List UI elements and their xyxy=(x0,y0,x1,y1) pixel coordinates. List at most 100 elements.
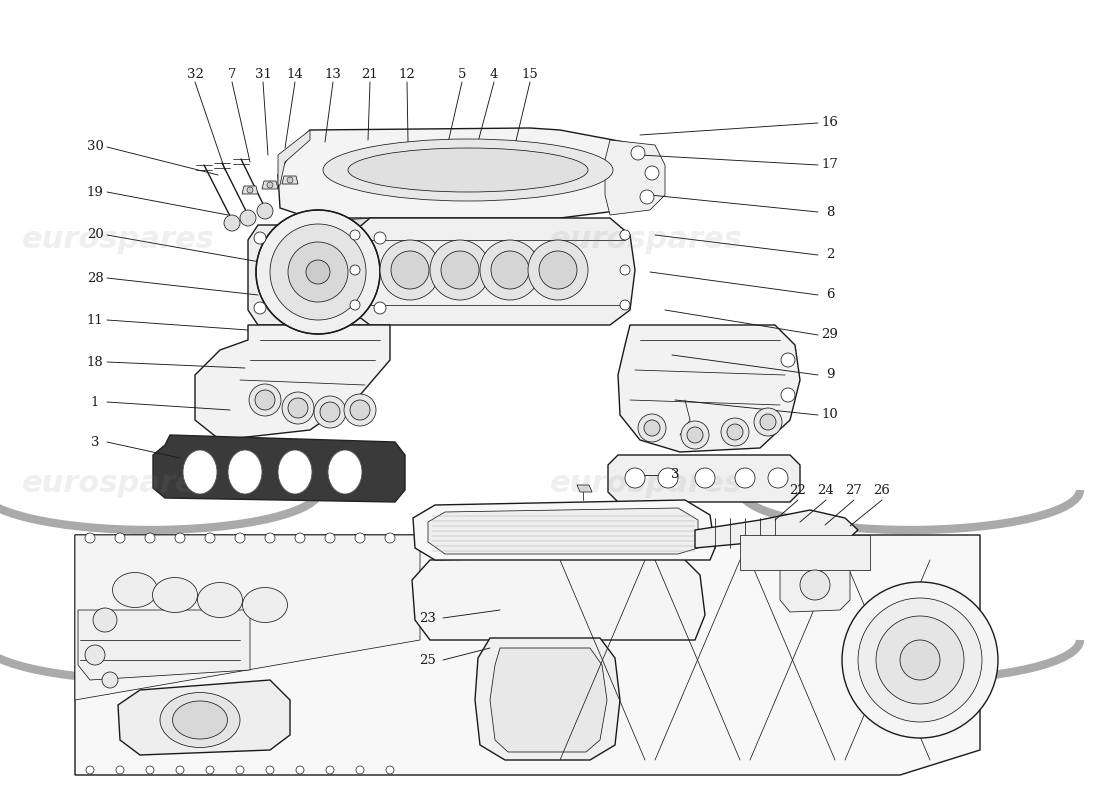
Text: 5: 5 xyxy=(458,67,466,81)
Circle shape xyxy=(248,187,253,193)
Circle shape xyxy=(374,302,386,314)
Text: 7: 7 xyxy=(228,67,236,81)
Text: 24: 24 xyxy=(817,483,835,497)
Circle shape xyxy=(390,251,429,289)
Circle shape xyxy=(350,265,360,275)
Circle shape xyxy=(176,766,184,774)
Ellipse shape xyxy=(228,450,262,494)
Ellipse shape xyxy=(153,578,198,613)
Circle shape xyxy=(295,533,305,543)
Polygon shape xyxy=(608,455,800,502)
Circle shape xyxy=(344,394,376,426)
Circle shape xyxy=(86,766,94,774)
Text: 19: 19 xyxy=(87,186,103,198)
Text: 28: 28 xyxy=(87,271,103,285)
Circle shape xyxy=(206,766,214,774)
Circle shape xyxy=(256,210,380,334)
Circle shape xyxy=(326,766,334,774)
Circle shape xyxy=(695,468,715,488)
Circle shape xyxy=(266,766,274,774)
Circle shape xyxy=(288,398,308,418)
Circle shape xyxy=(645,166,659,180)
Circle shape xyxy=(876,616,964,704)
Circle shape xyxy=(781,388,795,402)
Circle shape xyxy=(224,215,240,231)
Polygon shape xyxy=(340,218,375,228)
Circle shape xyxy=(257,203,273,219)
Text: 21: 21 xyxy=(362,67,378,81)
Circle shape xyxy=(858,598,982,722)
Circle shape xyxy=(681,421,710,449)
Circle shape xyxy=(900,640,940,680)
Circle shape xyxy=(85,645,104,665)
Ellipse shape xyxy=(278,450,312,494)
Text: 8: 8 xyxy=(826,206,834,218)
Circle shape xyxy=(430,240,490,300)
Polygon shape xyxy=(75,535,980,775)
Polygon shape xyxy=(153,435,405,502)
Circle shape xyxy=(754,408,782,436)
Circle shape xyxy=(350,300,360,310)
Text: 14: 14 xyxy=(287,67,304,81)
Polygon shape xyxy=(278,130,310,185)
Circle shape xyxy=(350,230,360,240)
Circle shape xyxy=(356,766,364,774)
Text: 27: 27 xyxy=(846,483,862,497)
Text: 26: 26 xyxy=(873,483,890,497)
Circle shape xyxy=(379,240,440,300)
Circle shape xyxy=(491,251,529,289)
Circle shape xyxy=(306,260,330,284)
Text: 32: 32 xyxy=(187,67,204,81)
Circle shape xyxy=(768,468,788,488)
Polygon shape xyxy=(578,485,592,492)
Ellipse shape xyxy=(242,587,287,622)
Circle shape xyxy=(254,302,266,314)
Circle shape xyxy=(267,182,273,188)
Circle shape xyxy=(539,251,578,289)
Polygon shape xyxy=(412,555,705,640)
Circle shape xyxy=(282,392,314,424)
Circle shape xyxy=(658,468,678,488)
Text: eurospares: eurospares xyxy=(550,470,742,498)
Circle shape xyxy=(528,240,588,300)
Circle shape xyxy=(374,232,386,244)
Circle shape xyxy=(270,224,366,320)
Circle shape xyxy=(146,766,154,774)
Circle shape xyxy=(314,396,346,428)
Text: 31: 31 xyxy=(254,67,272,81)
Polygon shape xyxy=(78,610,250,680)
Circle shape xyxy=(320,402,340,422)
Circle shape xyxy=(287,177,293,183)
Circle shape xyxy=(175,533,185,543)
Text: 9: 9 xyxy=(826,369,834,382)
Text: 20: 20 xyxy=(87,229,103,242)
Text: 4: 4 xyxy=(490,67,498,81)
Text: 16: 16 xyxy=(822,117,838,130)
Text: eurospares: eurospares xyxy=(550,226,742,254)
Text: 30: 30 xyxy=(87,141,103,154)
Circle shape xyxy=(94,608,117,632)
Circle shape xyxy=(441,251,478,289)
Circle shape xyxy=(324,533,336,543)
Circle shape xyxy=(205,533,214,543)
Polygon shape xyxy=(248,225,390,325)
Ellipse shape xyxy=(323,139,613,201)
Circle shape xyxy=(386,766,394,774)
Text: 6: 6 xyxy=(826,289,834,302)
Circle shape xyxy=(385,533,395,543)
Text: 25: 25 xyxy=(419,654,437,666)
Text: 13: 13 xyxy=(324,67,341,81)
Polygon shape xyxy=(262,181,278,189)
Polygon shape xyxy=(412,500,715,560)
Circle shape xyxy=(116,533,125,543)
Text: 12: 12 xyxy=(398,67,416,81)
Circle shape xyxy=(688,427,703,443)
Polygon shape xyxy=(242,186,258,194)
Text: 10: 10 xyxy=(822,409,838,422)
Ellipse shape xyxy=(183,450,217,494)
Circle shape xyxy=(640,190,654,204)
Ellipse shape xyxy=(160,693,240,747)
Text: 3: 3 xyxy=(671,469,680,482)
Circle shape xyxy=(355,533,365,543)
Circle shape xyxy=(236,766,244,774)
